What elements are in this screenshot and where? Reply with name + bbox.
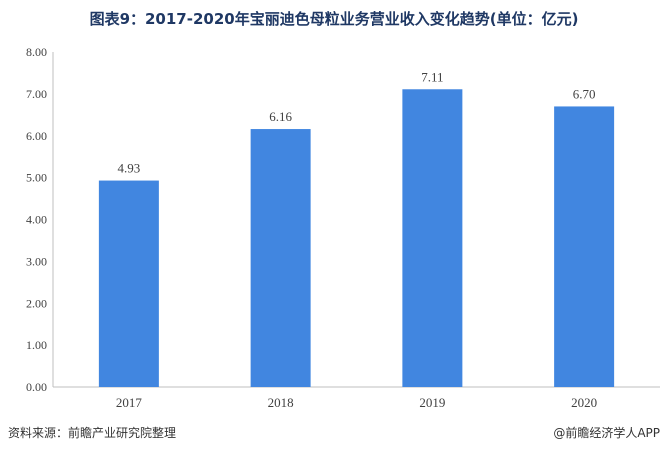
y-tick-label: 7.00 [26,87,47,101]
bar-2018 [250,129,311,388]
x-tick-label: 2018 [268,395,294,410]
y-tick-label: 5.00 [26,171,47,185]
source-note: 资料来源：前瞻产业研究院整理 [8,426,177,440]
x-tick-label: 2020 [571,395,597,410]
bar-2020 [554,106,615,387]
chart-title: 图表9：2017-2020年宝丽迪色母粒业务营业收入变化趋势(单位：亿元) [89,10,579,28]
y-tick-label: 2.00 [26,296,47,310]
y-tick-label: 8.00 [26,45,47,59]
bar-2017 [98,180,159,387]
data-label-2019: 7.11 [421,69,443,84]
data-label-2017: 4.93 [118,161,141,176]
y-tick-label: 4.00 [26,213,47,227]
y-tick-label: 0.00 [26,380,47,394]
y-tick-label: 6.00 [26,129,47,143]
y-tick-label: 3.00 [26,254,47,268]
y-tick-label: 1.00 [26,338,47,352]
brand-credit: @前瞻经济学人APP [553,426,660,440]
bars [98,89,615,388]
data-label-2018: 6.16 [269,109,292,124]
data-labels: 4.93 6.16 7.11 6.70 [118,69,596,175]
data-label-2020: 6.70 [573,86,596,101]
bar-2019 [402,89,463,388]
x-tick-label: 2017 [116,395,143,410]
x-ticks: 2017 2018 2019 2020 [116,395,597,410]
y-ticks: 0.00 1.00 2.00 3.00 4.00 5.00 6.00 7.00 8.00 [26,45,47,394]
x-tick-label: 2019 [419,395,445,410]
